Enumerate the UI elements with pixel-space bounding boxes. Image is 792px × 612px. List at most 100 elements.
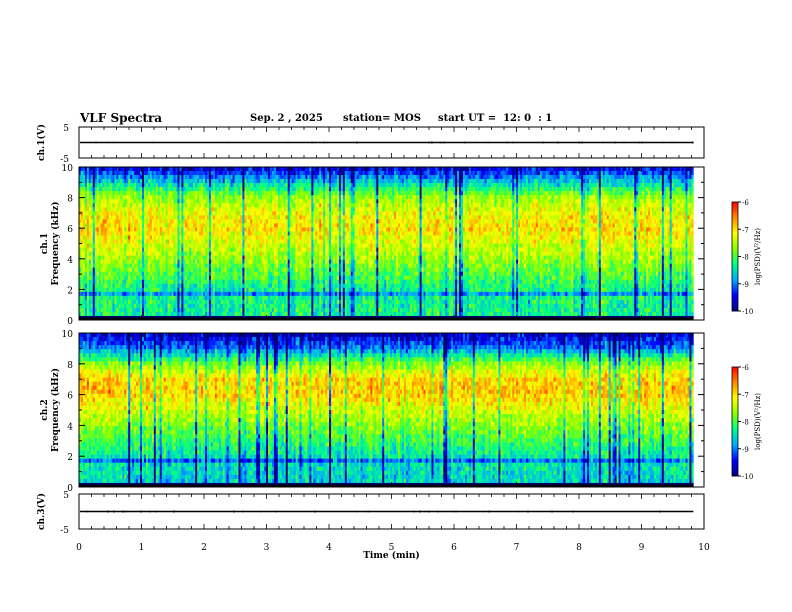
spectrogram-cell <box>168 235 170 239</box>
spectrogram-cell <box>270 256 272 260</box>
spectrogram-cell <box>122 260 124 264</box>
spectrogram-cell <box>282 227 284 231</box>
spectrogram-cell <box>116 171 118 175</box>
spectrogram-cell <box>103 284 105 288</box>
spectrogram-cell <box>112 239 114 243</box>
spectrogram-cell <box>217 256 219 260</box>
spectrogram-cell <box>95 231 97 235</box>
spectrogram-cell <box>211 308 213 312</box>
spectrogram-cell <box>187 248 189 252</box>
spectrogram-cell <box>225 223 227 227</box>
spectrogram-cell <box>199 167 201 171</box>
spectrogram-cell <box>252 227 254 231</box>
spectrogram-cell <box>81 235 83 239</box>
spectrogram-cell <box>95 203 97 207</box>
spectrogram-cell <box>282 235 284 239</box>
spectrogram-cell <box>274 312 276 316</box>
spectrogram-cell <box>219 187 221 191</box>
spectrogram-cell <box>223 211 225 215</box>
spectrogram-cell <box>160 167 162 171</box>
spectrogram-cell <box>235 219 237 223</box>
spectrogram-cell <box>81 191 83 195</box>
spectrogram-cell <box>158 272 160 276</box>
spectrogram-cell <box>221 248 223 252</box>
spectrogram-cell <box>195 244 197 248</box>
spectrogram-cell <box>93 227 95 231</box>
spectrogram-cell <box>323 284 325 288</box>
spectrogram-cell <box>286 223 288 227</box>
spectrogram-cell <box>172 264 174 268</box>
spectrogram-cell <box>309 171 311 175</box>
spectrogram-cell <box>313 284 315 288</box>
spectrogram-cell <box>146 211 148 215</box>
spectrogram-cell <box>219 191 221 195</box>
spectrogram-cell <box>179 211 181 215</box>
spectrogram-cell <box>142 248 144 252</box>
spectrogram-cell <box>191 256 193 260</box>
spectrogram-cell <box>221 191 223 195</box>
spectrogram-cell <box>215 211 217 215</box>
spectrogram-cell <box>235 312 237 316</box>
spectrogram-cell <box>235 304 237 308</box>
spectrogram-cell <box>215 276 217 280</box>
spectrogram-cell <box>116 296 118 300</box>
spectrogram-cell <box>81 215 83 219</box>
spectrogram-cell <box>219 183 221 187</box>
spectrogram-cell <box>235 308 237 312</box>
spectrogram-cell <box>256 256 258 260</box>
spectrogram-cell <box>166 179 168 183</box>
spectrogram-cell <box>160 284 162 288</box>
spectrogram-cell <box>250 268 252 272</box>
spectrogram-cell <box>284 276 286 280</box>
spectrogram-cell <box>288 175 290 179</box>
spectrogram-cell <box>272 296 274 300</box>
spectrogram-cell <box>288 308 290 312</box>
spectrogram-cell <box>114 288 116 292</box>
spectrogram-cell <box>262 248 264 252</box>
spectrogram-cell <box>213 195 215 199</box>
spectrogram-cell <box>284 195 286 199</box>
spectrogram-cell <box>266 244 268 248</box>
spectrogram-cell <box>197 296 199 300</box>
spectrogram-cell <box>130 187 132 191</box>
spectrogram-cell <box>99 239 101 243</box>
spectrogram-cell <box>146 207 148 211</box>
spectrogram-cell <box>321 296 323 300</box>
spectrogram-cell <box>317 207 319 211</box>
spectrogram-cell <box>300 272 302 276</box>
spectrogram-cell <box>99 231 101 235</box>
spectrogram-cell <box>156 304 158 308</box>
spectrogram-cell <box>168 179 170 183</box>
spectrogram-cell <box>262 280 264 284</box>
spectrogram-cell <box>221 171 223 175</box>
spectrogram-cell <box>315 264 317 268</box>
spectrogram-cell <box>172 288 174 292</box>
spectrogram-cell <box>172 219 174 223</box>
spectrogram-cell <box>164 203 166 207</box>
spectrogram-cell <box>177 171 179 175</box>
spectrogram-cell <box>116 264 118 268</box>
spectrogram-cell <box>250 304 252 308</box>
spectrogram-cell <box>323 288 325 292</box>
spectrogram-cell <box>166 252 168 256</box>
spectrogram-cell <box>292 252 294 256</box>
spectrogram-cell <box>166 276 168 280</box>
spectrogram-cell <box>260 284 262 288</box>
spectrogram-cell <box>282 264 284 268</box>
spectrogram-cell <box>164 248 166 252</box>
spectrogram-cell <box>276 171 278 175</box>
spectrogram-cell <box>142 167 144 171</box>
spectrogram-cell <box>201 312 203 316</box>
spectrogram-cell <box>240 219 242 223</box>
spectrogram-cell <box>303 211 305 215</box>
spectrogram-cell <box>175 308 177 312</box>
spectrogram-cell <box>327 227 329 231</box>
spectrogram-cell <box>91 171 93 175</box>
spectrogram-cell <box>240 171 242 175</box>
spectrogram-cell <box>296 296 298 300</box>
spectrogram-cell <box>329 304 331 308</box>
spectrogram-cell <box>321 268 323 272</box>
spectrogram-cell <box>305 203 307 207</box>
spectrogram-cell <box>258 171 260 175</box>
spectrogram-cell <box>172 284 174 288</box>
